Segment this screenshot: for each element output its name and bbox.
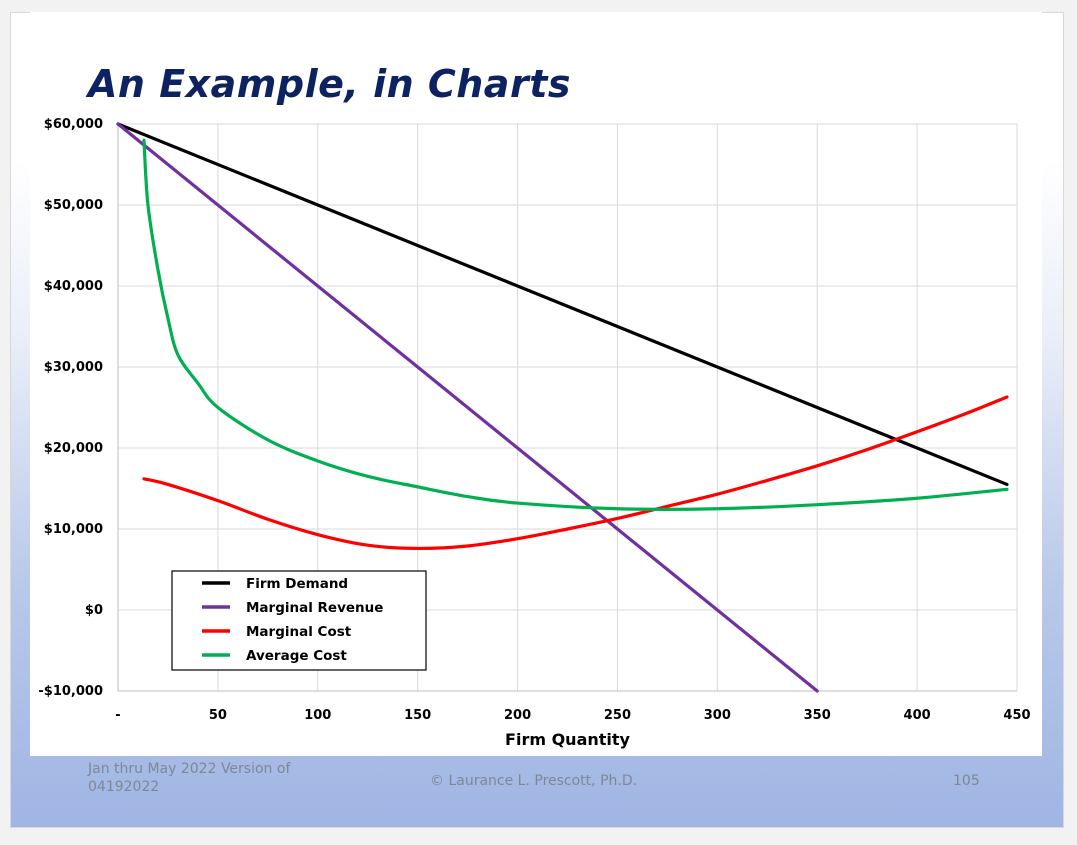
y-tick-label: $0 (85, 603, 103, 618)
legend-label-average-cost: Average Cost (246, 648, 347, 664)
x-tick-label: 250 (604, 708, 631, 723)
chart-series (116, 122, 1009, 693)
chart-axes: - 50 100 150 200 250 300 350 400 450 -$10,000 $0 $10… (38, 117, 1030, 749)
x-tick-label: 350 (804, 708, 831, 723)
x-tick-label: 200 (504, 708, 531, 723)
y-tick-label: $10,000 (44, 522, 103, 537)
y-tick-label: $50,000 (44, 198, 103, 213)
series-line-marginal-cost (142, 395, 1009, 551)
footer-copyright: © Laurance L. Prescott, Ph.D. (430, 773, 638, 789)
x-tick-label: 100 (304, 708, 331, 723)
x-tick-label: 50 (209, 708, 227, 723)
series-line-average-cost (142, 138, 1009, 511)
y-tick-label: $60,000 (44, 117, 103, 132)
x-tick-label: 450 (1003, 708, 1030, 723)
legend-label-marginal-revenue: Marginal Revenue (246, 600, 383, 616)
x-tick-label: 150 (404, 708, 431, 723)
x-tick-label: - (115, 708, 120, 723)
legend-label-marginal-cost: Marginal Cost (246, 624, 352, 640)
x-tick-label: 300 (704, 708, 731, 723)
page-number: 105 (953, 773, 980, 789)
chart-legend: Firm Demand Marginal Revenue Marginal Cost… (171, 570, 427, 671)
y-tick-label: $20,000 (44, 441, 103, 456)
slide-title: An Example, in Charts (88, 62, 571, 106)
series-line-marginal-revenue (116, 122, 819, 693)
y-tick-label: -$10,000 (38, 684, 103, 699)
y-tick-label: $40,000 (44, 279, 103, 294)
legend-label-firm-demand: Firm Demand (246, 576, 348, 592)
footer-version: Jan thru May 2022 Version of 04192022 (88, 761, 291, 795)
x-axis-label: Firm Quantity (505, 730, 631, 749)
series-line-firm-demand (116, 122, 1009, 487)
x-tick-label: 400 (904, 708, 931, 723)
y-tick-label: $30,000 (44, 360, 103, 375)
